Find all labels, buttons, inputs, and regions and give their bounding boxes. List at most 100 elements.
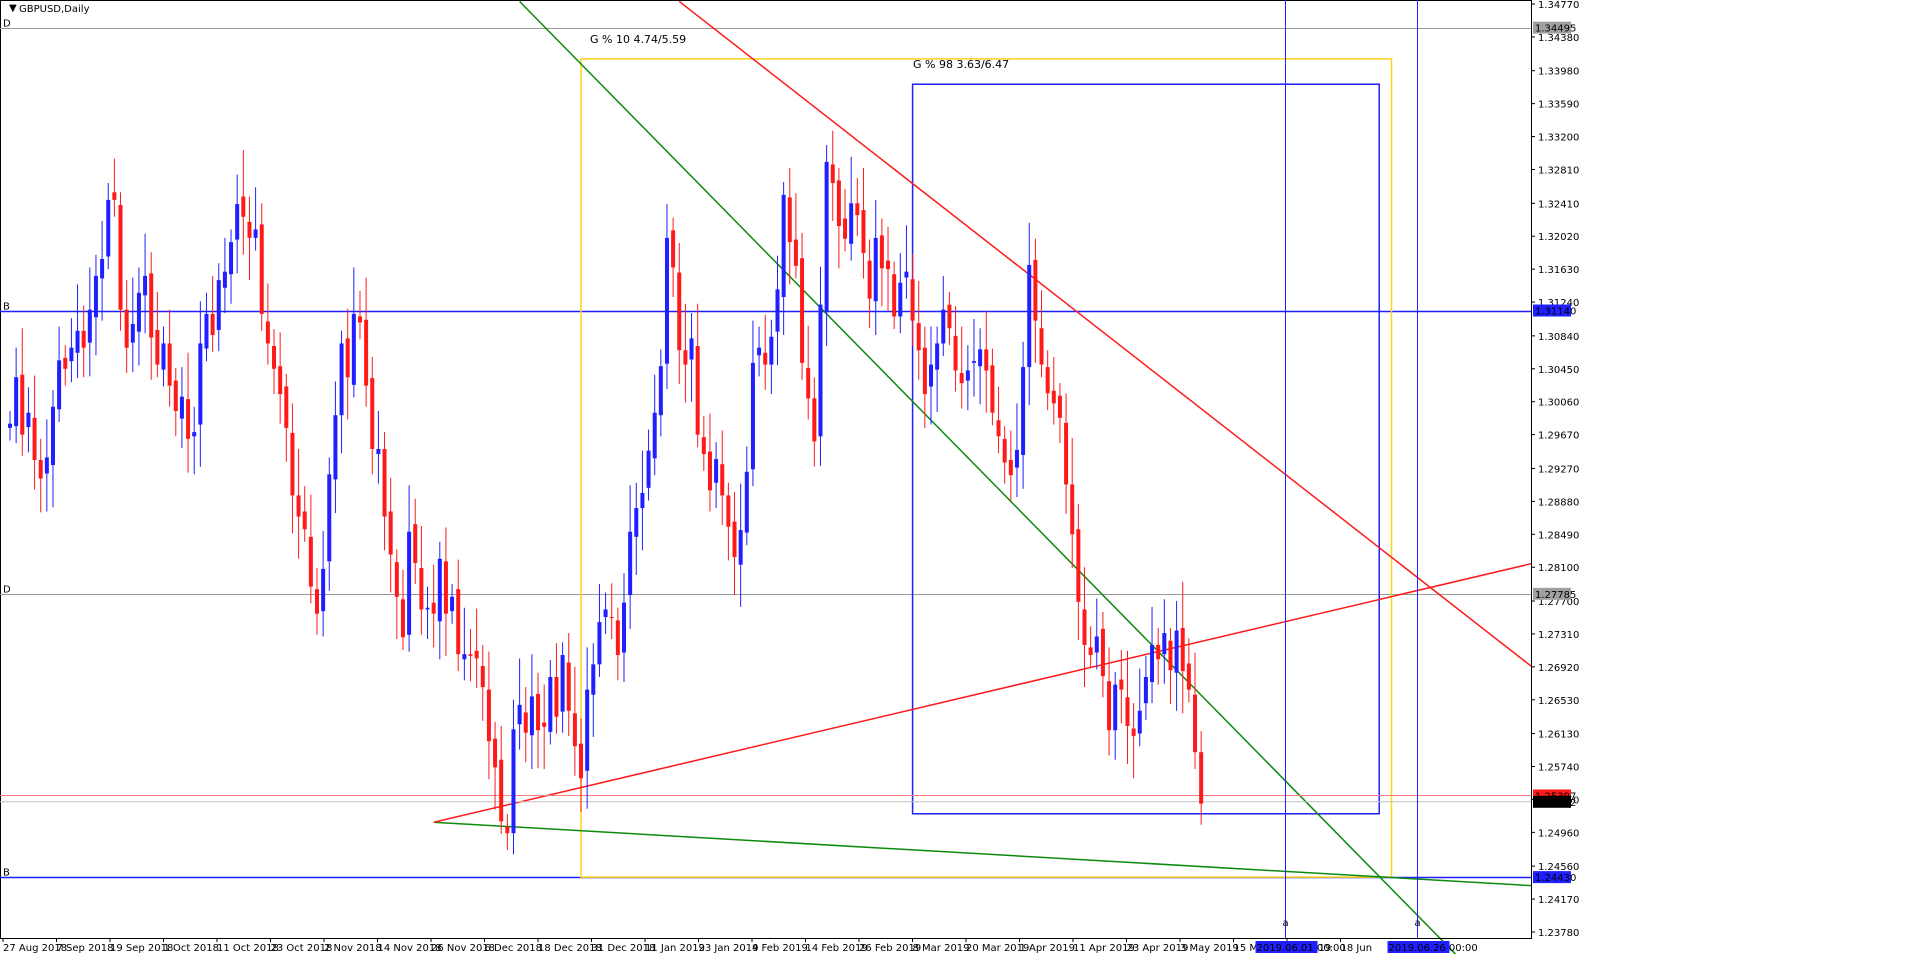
candle-body bbox=[971, 361, 976, 363]
candle-body bbox=[990, 365, 995, 413]
candle-body bbox=[646, 450, 651, 488]
candle-body bbox=[941, 309, 946, 344]
candle-body bbox=[1082, 609, 1087, 645]
gann-box-yellow[interactable] bbox=[580, 58, 1393, 878]
candle-body bbox=[388, 511, 393, 555]
price-tick-label: 1.24960 bbox=[1538, 828, 1579, 839]
candle-body bbox=[1199, 752, 1204, 804]
candle-body bbox=[1125, 697, 1130, 726]
candle-body bbox=[155, 329, 160, 365]
vline-date-label: 2019.06.26 00:00 bbox=[1389, 943, 1478, 954]
trendline-red-down[interactable] bbox=[678, 0, 1545, 677]
candle-body bbox=[529, 696, 534, 736]
price-tick-label: 1.30450 bbox=[1538, 365, 1579, 376]
candle-body bbox=[468, 654, 473, 656]
candle-body bbox=[1119, 679, 1124, 690]
candle-body bbox=[910, 279, 915, 321]
candle-body bbox=[229, 242, 234, 275]
candle-body bbox=[849, 203, 854, 244]
gann-box-label-blue: G % 98 3.63/6.47 bbox=[913, 58, 1009, 71]
candle-body bbox=[726, 495, 731, 527]
hline-tag: B bbox=[3, 868, 10, 879]
candle-body bbox=[339, 343, 344, 416]
price-tick-label: 1.27310 bbox=[1538, 630, 1579, 641]
time-tick-label: 14 Feb 2019 bbox=[806, 943, 868, 954]
candle-body bbox=[32, 417, 37, 460]
candle-body bbox=[996, 420, 1001, 437]
chart-menu-icon[interactable]: ▼ bbox=[9, 3, 17, 14]
candle-body bbox=[290, 432, 295, 496]
trendline-green-down[interactable] bbox=[519, 0, 1484, 954]
trendline-green-flat[interactable] bbox=[433, 821, 1545, 887]
candle-body bbox=[8, 423, 12, 428]
candle-body bbox=[806, 367, 811, 399]
price-tick-label: 1.24560 bbox=[1538, 862, 1579, 873]
time-tick-label: 23 Apr 2019 bbox=[1127, 943, 1189, 954]
candle-body bbox=[81, 330, 86, 348]
candle-body bbox=[935, 343, 940, 370]
price-tick-label: 1.32020 bbox=[1538, 232, 1579, 243]
candle-body bbox=[204, 313, 209, 349]
candle-body bbox=[20, 374, 25, 435]
candle-body bbox=[1168, 640, 1173, 671]
price-tick-label: 1.26920 bbox=[1538, 663, 1579, 674]
gann-box-blue[interactable] bbox=[911, 83, 1380, 815]
trendline-red-up[interactable] bbox=[433, 560, 1545, 823]
candle-body bbox=[161, 343, 166, 370]
chart-title: GBPUSD,Daily bbox=[19, 4, 90, 15]
price-tag bbox=[1533, 871, 1571, 884]
candle-body bbox=[302, 511, 307, 530]
candle-body bbox=[1113, 684, 1118, 731]
price-tick-label: 1.32810 bbox=[1538, 166, 1579, 177]
price-tag bbox=[1533, 795, 1571, 808]
candle-body bbox=[179, 396, 184, 419]
candle-body bbox=[1100, 628, 1105, 677]
candle-body bbox=[664, 237, 669, 364]
candle-body bbox=[222, 271, 227, 288]
candle-body bbox=[1156, 644, 1161, 660]
time-tick-label: 18 Dec 2018 bbox=[538, 943, 602, 954]
hline-tag: B bbox=[3, 302, 10, 313]
candle-body bbox=[198, 343, 203, 425]
candle-body bbox=[523, 712, 528, 733]
candle-body bbox=[922, 347, 927, 395]
candle-body bbox=[278, 366, 283, 395]
candle-body bbox=[695, 345, 700, 435]
candle-body bbox=[370, 378, 375, 450]
price-tick-label: 1.24170 bbox=[1538, 895, 1579, 906]
candle-body bbox=[1186, 663, 1191, 690]
candle-body bbox=[1002, 438, 1007, 463]
candle-body bbox=[750, 362, 755, 470]
candle-body bbox=[793, 239, 798, 266]
candle-body bbox=[149, 273, 154, 338]
candle-body bbox=[517, 704, 522, 725]
drawing-objects[interactable] bbox=[0, 0, 1545, 954]
candle-body bbox=[118, 204, 123, 310]
candle-body bbox=[775, 289, 780, 332]
candle-body bbox=[192, 432, 197, 437]
time-tick-label: 2 Nov 2018 bbox=[324, 943, 382, 954]
candle-body bbox=[327, 474, 332, 562]
vline-tag: a bbox=[1283, 918, 1289, 929]
candle-body bbox=[1039, 328, 1044, 365]
candle-body bbox=[106, 199, 111, 257]
price-tick-label: 1.34770 bbox=[1538, 0, 1579, 11]
candle-body bbox=[38, 459, 43, 479]
candle-body bbox=[456, 589, 461, 655]
hline-tag: D bbox=[3, 19, 11, 30]
candle-body bbox=[124, 309, 129, 348]
price-tick-label: 1.30060 bbox=[1538, 398, 1579, 409]
candle-body bbox=[173, 380, 178, 412]
candle-body bbox=[480, 666, 485, 688]
candle-body bbox=[425, 607, 430, 610]
time-tick-label: 3 May 2019 bbox=[1180, 943, 1239, 954]
time-tick-label: 26 Nov 2018 bbox=[431, 943, 495, 954]
time-tick-label: 23 Jan 2019 bbox=[699, 943, 759, 954]
candle-body bbox=[499, 759, 504, 822]
candle-body bbox=[1137, 710, 1142, 734]
candle-body bbox=[732, 521, 737, 558]
price-tick-label: 1.31240 bbox=[1538, 298, 1579, 309]
candle-body bbox=[1131, 728, 1136, 737]
candle-body bbox=[431, 602, 436, 614]
